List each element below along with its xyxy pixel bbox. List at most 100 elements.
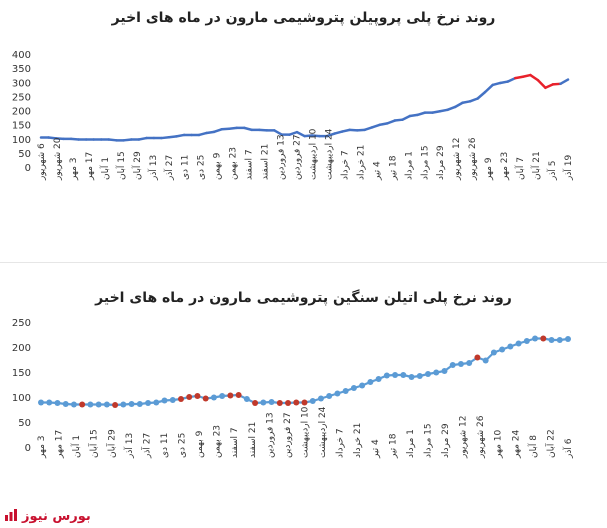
line-segment-highlight — [529, 73, 540, 82]
data-point — [350, 385, 357, 391]
line-segment — [416, 111, 427, 117]
x-tick-label: 10 مهر — [494, 429, 504, 459]
data-point — [38, 399, 44, 406]
data-point — [416, 373, 423, 379]
line-segment — [386, 119, 397, 125]
data-point-highlight — [301, 399, 308, 406]
y-tick-label: 400 — [12, 50, 31, 61]
line-segment — [446, 105, 457, 112]
x-tick-label: 7 خرداد — [340, 150, 350, 180]
x-tick-label: 1 مرداد — [406, 429, 416, 458]
x-tick-label: 21 اسفند — [261, 144, 271, 180]
line-segment — [431, 109, 442, 114]
data-point-highlight — [276, 400, 283, 406]
line-segment — [483, 83, 494, 94]
x-tick-label: 23 بهمن — [229, 147, 239, 180]
data-point — [565, 336, 571, 342]
x-tick-label: 29 آبان — [105, 429, 117, 458]
y-tick-label: 200 — [12, 107, 31, 118]
data-point-highlight — [79, 401, 86, 408]
x-tick-label: 18 تیر — [388, 155, 398, 181]
line-segment — [160, 135, 171, 140]
data-point — [433, 369, 440, 376]
x-tick-label: 21 خرداد — [353, 423, 363, 458]
x-tick-label: 20 شهریور — [53, 137, 63, 181]
x-tick-label: 10 اردیبهشت — [301, 406, 311, 458]
y-tick-label: 200 — [12, 343, 31, 354]
line-segment — [273, 129, 284, 136]
data-point — [87, 401, 94, 408]
line-segment-highlight — [514, 75, 525, 80]
x-tick-label: 13 آذر — [123, 433, 135, 459]
data-point — [425, 371, 432, 377]
data-point — [268, 399, 275, 405]
y-tick-label: 300 — [12, 78, 31, 89]
line-segment-highlight — [551, 82, 562, 86]
data-point-highlight — [252, 400, 259, 406]
data-point — [145, 400, 152, 406]
line-segment — [310, 134, 321, 138]
data-point — [62, 401, 69, 407]
polypropylene-chart-svg: 0 50 100 150 200 250 300 350 400 6 شهریور 20 شهریو… — [12, 50, 574, 181]
y-tick-label: 250 — [12, 318, 31, 329]
line-segment — [220, 127, 231, 131]
x-tick-label: 7 آبان — [514, 157, 526, 180]
x-tick-label: 11 دی — [181, 155, 191, 180]
x-tick-label: 15 آبان — [115, 151, 127, 180]
data-point — [219, 393, 226, 399]
data-point — [317, 395, 324, 402]
x-tick-label: 13 فروردین — [277, 134, 287, 180]
line-segment — [54, 137, 65, 141]
data-point — [490, 349, 497, 356]
y-tick-label: 100 — [12, 135, 31, 146]
line-segment — [333, 130, 344, 135]
x-tick-label: 23 بهمن — [213, 425, 223, 458]
x-tick-label: 24 اردیبهشت — [318, 406, 328, 458]
data-point — [523, 338, 530, 344]
hdpe-chart: روند نرخ پلی اتیلن سنگین پتروشیمی مارون … — [0, 270, 607, 528]
data-point — [243, 396, 250, 402]
line-segment-highlight — [536, 78, 547, 90]
line-segment — [371, 123, 382, 129]
data-point-highlight — [177, 396, 184, 402]
line-segment-highlight — [521, 73, 532, 79]
x-tick-label: 5 آذر — [546, 161, 558, 181]
polypropylene-chart: روند نرخ پلی پروپیلن پتروشیمی مارون در م… — [0, 0, 607, 263]
x-tick-label: 25 دی — [178, 433, 188, 458]
data-point — [342, 388, 349, 394]
line-segment — [258, 128, 269, 132]
line-segment — [498, 80, 510, 85]
data-point — [128, 401, 135, 407]
data-point — [326, 393, 333, 399]
x-tick-label: 12 شهریور — [459, 416, 469, 459]
y-tick-label: 100 — [12, 393, 31, 404]
line-segment — [401, 114, 412, 121]
line-segment — [122, 138, 133, 142]
hdpe-chart-svg: 0 50 100 150 200 250 3 مهر 17 مهر 1 آبان 15 آبان 2… — [12, 318, 574, 459]
data-point — [367, 379, 374, 385]
data-point — [54, 400, 61, 406]
data-point — [46, 399, 53, 406]
x-tick-label: 15 مرداد — [423, 423, 433, 458]
data-point — [449, 362, 456, 368]
x-tick-label: 23 مهر — [500, 152, 510, 181]
data-point — [482, 357, 489, 364]
line-segment — [348, 128, 359, 132]
data-point-highlight — [227, 392, 234, 399]
x-tick-label: 13 آذر — [147, 155, 159, 181]
data-point-highlight — [293, 399, 300, 406]
x-tick-label: 15 مرداد — [420, 145, 430, 180]
data-point-highlight — [186, 394, 193, 400]
data-point — [153, 399, 160, 406]
data-point — [441, 368, 448, 374]
x-tick-label: 7 اسفند — [245, 149, 255, 180]
line-segment — [137, 136, 148, 141]
line-segment — [491, 81, 502, 87]
data-point — [70, 401, 77, 408]
data-point — [120, 401, 127, 408]
data-point-highlight — [540, 335, 547, 342]
x-tick-label: 1 آبان — [70, 435, 82, 458]
data-point — [466, 360, 473, 366]
x-tick-label: 10 اردیبهشت — [308, 128, 318, 180]
y-tick-label: 0 — [25, 443, 31, 454]
